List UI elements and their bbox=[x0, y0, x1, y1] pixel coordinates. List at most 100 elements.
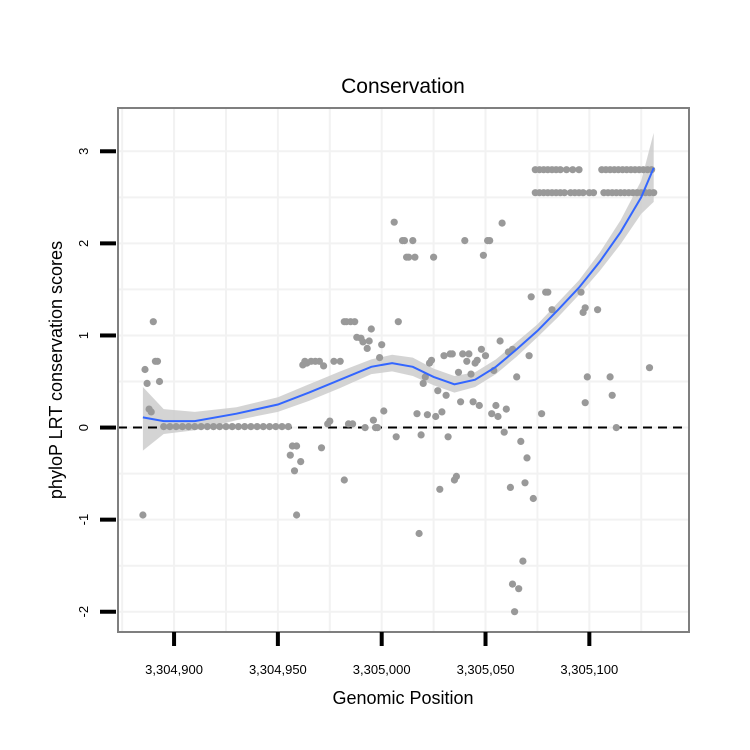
data-point bbox=[363, 344, 371, 352]
data-point bbox=[612, 424, 620, 432]
data-point bbox=[141, 365, 149, 374]
y-tick-label: 0 bbox=[76, 424, 91, 431]
data-point bbox=[349, 420, 357, 428]
y-tick-label: -1 bbox=[76, 514, 91, 526]
data-point bbox=[523, 454, 531, 462]
data-point bbox=[278, 423, 286, 431]
data-point bbox=[477, 345, 485, 353]
y-tick-label: 1 bbox=[76, 332, 91, 339]
data-point bbox=[589, 189, 598, 197]
data-point bbox=[473, 356, 481, 364]
data-point bbox=[506, 483, 514, 491]
data-point bbox=[253, 423, 261, 431]
data-point bbox=[508, 580, 517, 588]
data-point bbox=[166, 423, 174, 431]
data-point bbox=[365, 337, 373, 345]
x-tick-label: 3,304,950 bbox=[249, 662, 307, 677]
data-point bbox=[479, 251, 487, 259]
smooth-trend-line bbox=[142, 167, 655, 423]
data-point bbox=[544, 288, 552, 296]
x-axis: 3,304,900 3,304,950 3,305,000 3,305,050 3,30… bbox=[145, 632, 618, 677]
data-point bbox=[421, 373, 429, 381]
data-point bbox=[521, 479, 529, 487]
data-point bbox=[392, 433, 400, 441]
data-point bbox=[463, 357, 471, 365]
data-point bbox=[502, 405, 510, 413]
data-point bbox=[577, 288, 585, 296]
data-point bbox=[488, 410, 496, 418]
y-tick-label: 2 bbox=[76, 240, 91, 247]
data-point bbox=[436, 485, 444, 493]
data-point bbox=[390, 218, 398, 226]
data-point bbox=[434, 387, 442, 395]
data-point bbox=[259, 423, 267, 431]
data-point bbox=[486, 237, 494, 245]
data-point bbox=[560, 189, 569, 197]
data-point bbox=[317, 444, 326, 452]
data-point bbox=[467, 370, 475, 378]
data-point bbox=[234, 423, 242, 431]
data-point bbox=[440, 352, 448, 360]
data-point bbox=[548, 306, 556, 314]
x-axis-label: Genomic Position bbox=[332, 688, 473, 708]
data-point bbox=[538, 410, 546, 418]
data-point bbox=[413, 410, 421, 418]
y-tick-label: 3 bbox=[76, 148, 91, 155]
data-point bbox=[415, 529, 423, 538]
data-point bbox=[153, 357, 162, 365]
data-point bbox=[209, 423, 218, 431]
data-point bbox=[444, 433, 452, 441]
y-tick-label: -2 bbox=[76, 606, 91, 618]
data-point bbox=[650, 189, 658, 197]
data-point bbox=[178, 423, 186, 431]
data-point bbox=[411, 253, 419, 261]
data-point bbox=[405, 253, 413, 261]
data-point bbox=[149, 318, 157, 326]
data-point bbox=[185, 423, 193, 431]
data-point bbox=[475, 401, 483, 410]
data-point bbox=[330, 357, 338, 365]
data-point bbox=[519, 557, 527, 565]
data-point bbox=[419, 379, 427, 387]
data-point bbox=[284, 423, 292, 431]
data-point bbox=[367, 325, 375, 333]
data-point bbox=[423, 411, 431, 419]
data-point bbox=[315, 357, 323, 365]
data-point bbox=[155, 377, 164, 386]
data-point bbox=[513, 373, 521, 381]
data-point bbox=[465, 350, 473, 358]
data-point bbox=[241, 423, 249, 431]
data-point bbox=[369, 416, 377, 424]
data-point bbox=[481, 352, 490, 360]
data-point bbox=[569, 166, 577, 174]
data-point bbox=[517, 437, 525, 445]
plot-panel bbox=[117, 107, 690, 633]
data-point bbox=[452, 472, 460, 480]
data-point bbox=[378, 341, 386, 349]
data-point bbox=[380, 407, 388, 415]
data-point bbox=[361, 424, 369, 432]
data-point bbox=[606, 373, 614, 381]
y-axis-label: phyloP LRT conservation scores bbox=[46, 241, 66, 499]
data-point bbox=[297, 458, 305, 466]
data-point bbox=[400, 237, 409, 245]
data-point bbox=[228, 423, 236, 431]
data-point bbox=[461, 237, 469, 245]
data-point bbox=[562, 166, 571, 174]
data-point bbox=[500, 428, 508, 436]
data-point bbox=[438, 408, 446, 416]
data-point bbox=[515, 585, 523, 593]
panel-border bbox=[117, 107, 690, 633]
confidence-ribbon bbox=[142, 132, 654, 451]
data-point bbox=[160, 423, 168, 431]
data-point bbox=[293, 511, 301, 519]
data-point bbox=[409, 237, 417, 245]
x-tick-label: 3,305,100 bbox=[560, 662, 618, 677]
data-point bbox=[442, 391, 450, 399]
data-point bbox=[430, 253, 438, 261]
data-point bbox=[427, 356, 436, 364]
data-point bbox=[498, 219, 506, 227]
x-tick-label: 3,305,050 bbox=[457, 662, 515, 677]
data-point bbox=[216, 423, 224, 431]
